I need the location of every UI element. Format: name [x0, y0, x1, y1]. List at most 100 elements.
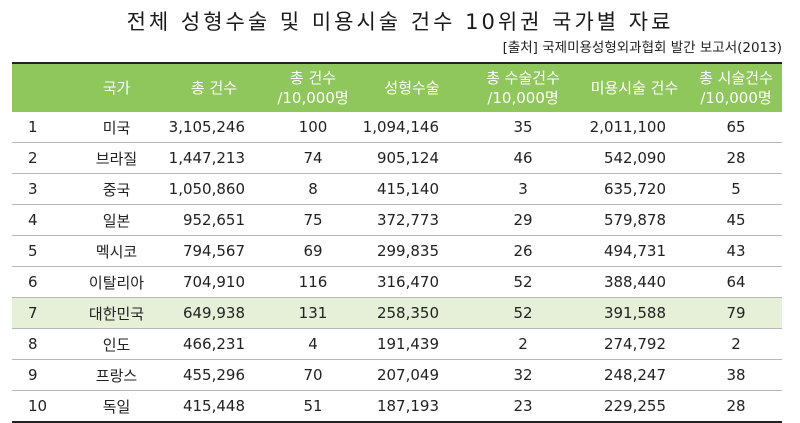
cell-procedures-per: 65 [690, 112, 782, 143]
header-procedures: 미용시술 건수 [579, 63, 690, 112]
cell-surgery: 299,835 [357, 235, 467, 267]
cell-rank: 4 [12, 204, 74, 236]
table-row: 6 이탈리아 704,910 116 316,470 52 388,440 64 [12, 266, 782, 298]
cell-surgery: 372,773 [357, 204, 467, 236]
cell-country: 이탈리아 [74, 266, 159, 298]
header-surgery: 성형수술 [357, 63, 467, 112]
cell-procedures: 388,440 [579, 266, 690, 298]
cell-total-per: 8 [269, 173, 357, 205]
cell-rank: 6 [12, 266, 74, 298]
cell-total: 649,938 [159, 297, 269, 329]
header-country: 국가 [74, 63, 159, 112]
header-procedures-per: 총 시술건수 /10,000명 [690, 63, 782, 112]
cell-total-per: 100 [269, 112, 357, 143]
cell-surgery-per: 46 [467, 142, 579, 174]
cell-procedures: 494,731 [579, 235, 690, 267]
cell-rank: 3 [12, 173, 74, 205]
header-surgery-per: 총 수술건수 /10,000명 [467, 63, 579, 112]
header-rank [12, 63, 74, 112]
page-title: 전체 성형수술 및 미용시술 건수 10위권 국가별 자료 [126, 10, 674, 34]
cell-surgery-per: 35 [467, 112, 579, 143]
table-row: 10 독일 415,448 51 187,193 23 229,255 28 [12, 391, 782, 423]
cell-country: 미국 [74, 112, 159, 143]
cell-country: 브라질 [74, 142, 159, 174]
cell-total-per: 70 [269, 359, 357, 391]
table-header-row: 국가 총 건수 총 건수 /10,000명 성형수술 총 수술건수 /10,00… [12, 63, 782, 112]
cell-total-per: 51 [303, 397, 323, 415]
cell-rank: 5 [12, 235, 74, 267]
table-row: 1 미국 3,105,246 100 1,094,146 35 2,011,100 65 [12, 112, 782, 143]
cell-surgery-per: 29 [467, 204, 579, 236]
cell-total: 1,447,213 [159, 142, 269, 174]
table-row: 3 중국 1,050,860 8 415,140 3 635,720 5 [12, 173, 782, 205]
cell-country: 대한민국 [74, 297, 159, 329]
cell-surgery: 316,470 [357, 266, 467, 298]
cell-procedures-per: 28 [726, 397, 746, 415]
cell-procedures: 391,588 [579, 297, 690, 329]
cell-total: 415,448 [182, 397, 245, 415]
cell-procedures-per: 79 [690, 297, 782, 329]
table-row: 2 브라질 1,447,213 74 905,124 46 542,090 28 [12, 142, 782, 174]
cell-total-per: 69 [269, 235, 357, 267]
cell-procedures: 274,792 [579, 328, 690, 360]
cell-rank: 2 [12, 142, 74, 174]
header-total-per: 총 건수 /10,000명 [269, 63, 357, 112]
cell-total-per: 74 [269, 142, 357, 174]
cell-procedures: 635,720 [579, 173, 690, 205]
cell-surgery: 258,350 [357, 297, 467, 329]
cell-country: 인도 [74, 328, 159, 360]
cell-country: 중국 [74, 173, 159, 205]
cell-total-per: 131 [269, 297, 357, 329]
table-row: 5 멕시코 794,567 69 299,835 26 494,731 43 [12, 235, 782, 267]
cell-surgery-per: 32 [467, 359, 579, 391]
cell-procedures-per: 38 [690, 359, 782, 391]
cell-rank: 7 [12, 297, 74, 329]
cell-surgery-per: 52 [467, 266, 579, 298]
cell-surgery-per: 23 [513, 397, 533, 415]
cell-total: 466,231 [159, 328, 269, 360]
cell-rank: 1 [12, 112, 74, 143]
table-row: 7 대한민국 649,938 131 258,350 52 391,588 79 [12, 297, 782, 329]
cell-country: 프랑스 [74, 359, 159, 391]
cell-procedures-per: 28 [690, 142, 782, 174]
cell-total-per: 4 [269, 328, 357, 360]
cell-surgery: 905,124 [357, 142, 467, 174]
cell-surgery: 207,049 [357, 359, 467, 391]
cell-surgery-per: 26 [467, 235, 579, 267]
cell-procedures-per: 43 [690, 235, 782, 267]
cell-surgery: 1,094,146 [357, 112, 467, 143]
cell-procedures: 248,247 [579, 359, 690, 391]
table-row: 9 프랑스 455,296 70 207,049 32 248,247 38 [12, 359, 782, 391]
cell-rank: 9 [12, 359, 74, 391]
cell-total-per: 75 [269, 204, 357, 236]
cell-surgery-per: 3 [467, 173, 579, 205]
cell-total: 794,567 [159, 235, 269, 267]
cell-surgery: 191,439 [357, 328, 467, 360]
table-row: 4 일본 952,651 75 372,773 29 579,878 45 [12, 204, 782, 236]
cell-total-per: 116 [269, 266, 357, 298]
cell-total: 704,910 [159, 266, 269, 298]
cell-country: 일본 [74, 204, 159, 236]
cell-procedures: 229,255 [603, 397, 666, 415]
cell-country: 멕시코 [74, 235, 159, 267]
cell-total: 455,296 [159, 359, 269, 391]
cell-procedures: 579,878 [579, 204, 690, 236]
cell-surgery: 415,140 [357, 173, 467, 205]
cell-surgery: 187,193 [376, 397, 439, 415]
cell-procedures: 542,090 [579, 142, 690, 174]
cell-total: 3,105,246 [159, 112, 269, 143]
ranking-table: 국가 총 건수 총 건수 /10,000명 성형수술 총 수술건수 /10,00… [12, 62, 782, 423]
cell-procedures-per: 45 [690, 204, 782, 236]
cell-total: 952,651 [159, 204, 269, 236]
cell-procedures-per: 2 [690, 328, 782, 360]
table-row: 8 인도 466,231 4 191,439 2 274,792 2 [12, 328, 782, 360]
cell-total: 1,050,860 [159, 173, 269, 205]
cell-procedures-per: 64 [690, 266, 782, 298]
cell-procedures-per: 5 [690, 173, 782, 205]
cell-rank: 10 [28, 397, 48, 415]
cell-procedures: 2,011,100 [579, 112, 690, 143]
header-total: 총 건수 [159, 63, 269, 112]
cell-surgery-per: 2 [467, 328, 579, 360]
source-citation: [출처] 국제미용성형외과협회 발간 보고서(2013) [502, 40, 782, 56]
cell-surgery-per: 52 [467, 297, 579, 329]
